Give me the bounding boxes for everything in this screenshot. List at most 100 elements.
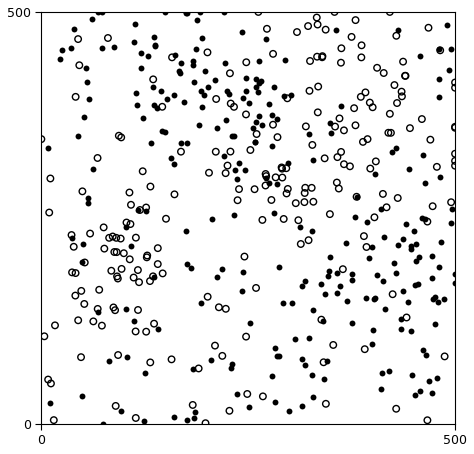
Point <box>158 128 165 135</box>
Point <box>435 94 442 101</box>
Point <box>245 404 253 411</box>
Point <box>115 132 123 139</box>
Point <box>424 417 431 424</box>
Point <box>182 227 190 235</box>
Point <box>79 188 86 195</box>
Point <box>198 87 205 94</box>
Point <box>421 179 429 187</box>
Point <box>407 327 415 335</box>
Point <box>118 265 125 272</box>
Point <box>154 261 162 268</box>
Point <box>246 319 254 326</box>
Point <box>359 138 367 146</box>
Point <box>239 268 247 276</box>
Point <box>81 114 88 121</box>
Point <box>293 29 301 36</box>
Point <box>189 61 197 69</box>
Point <box>202 419 210 427</box>
Point <box>200 92 207 99</box>
Point <box>406 124 414 132</box>
Point <box>298 402 306 410</box>
Point <box>451 279 459 286</box>
Point <box>111 306 119 314</box>
Point <box>411 391 419 399</box>
Point <box>113 273 121 280</box>
Point <box>392 405 400 412</box>
Point <box>208 215 216 222</box>
Point <box>230 132 237 139</box>
Point <box>451 162 459 169</box>
Point <box>170 414 178 421</box>
Point <box>154 326 162 333</box>
Point <box>386 110 393 118</box>
Point <box>389 291 396 298</box>
Point <box>47 380 55 387</box>
Point <box>100 224 108 231</box>
Point <box>369 104 376 111</box>
Point <box>374 271 381 278</box>
Point <box>227 148 234 155</box>
Point <box>45 376 52 383</box>
Point <box>346 163 354 170</box>
Point <box>146 359 154 366</box>
Point <box>251 138 258 146</box>
Point <box>187 264 194 271</box>
Point <box>84 194 92 202</box>
Point <box>205 169 213 176</box>
Point <box>180 99 188 106</box>
Point <box>137 64 145 72</box>
Point <box>278 165 286 172</box>
Point <box>337 148 345 156</box>
Point <box>74 35 82 43</box>
Point <box>122 223 130 231</box>
Point <box>255 113 263 120</box>
Point <box>327 120 334 127</box>
Point <box>228 133 236 140</box>
Point <box>284 159 292 167</box>
Point <box>177 139 185 147</box>
Point <box>337 102 345 109</box>
Point <box>126 189 133 196</box>
Point <box>212 95 220 103</box>
Point <box>251 186 258 193</box>
Point <box>84 199 91 206</box>
Point <box>298 355 306 362</box>
Point <box>255 79 263 87</box>
Point <box>308 184 316 192</box>
Point <box>41 333 48 340</box>
Point <box>114 275 122 282</box>
Point <box>182 8 190 15</box>
Point <box>70 243 78 251</box>
Point <box>287 92 295 99</box>
Point <box>199 103 206 110</box>
Point <box>412 258 419 265</box>
Point <box>419 346 427 354</box>
Point <box>294 217 302 224</box>
Point <box>123 354 131 361</box>
Point <box>343 298 350 305</box>
Point <box>437 174 444 181</box>
Point <box>333 290 341 297</box>
Point <box>366 165 374 172</box>
Point <box>88 15 96 23</box>
Point <box>68 235 76 242</box>
Point <box>127 221 134 228</box>
Point <box>212 148 219 155</box>
Point <box>363 243 370 251</box>
Point <box>301 184 309 192</box>
Point <box>190 79 198 86</box>
Point <box>230 212 238 219</box>
Point <box>269 121 277 128</box>
Point <box>371 214 378 221</box>
Point <box>222 116 229 123</box>
Point <box>435 75 443 82</box>
Point <box>140 417 148 424</box>
Point <box>305 237 312 244</box>
Point <box>189 57 197 64</box>
Point <box>429 295 437 302</box>
Point <box>319 54 326 61</box>
Point <box>371 295 378 302</box>
Point <box>265 100 273 107</box>
Point <box>451 84 459 91</box>
Point <box>168 356 175 363</box>
